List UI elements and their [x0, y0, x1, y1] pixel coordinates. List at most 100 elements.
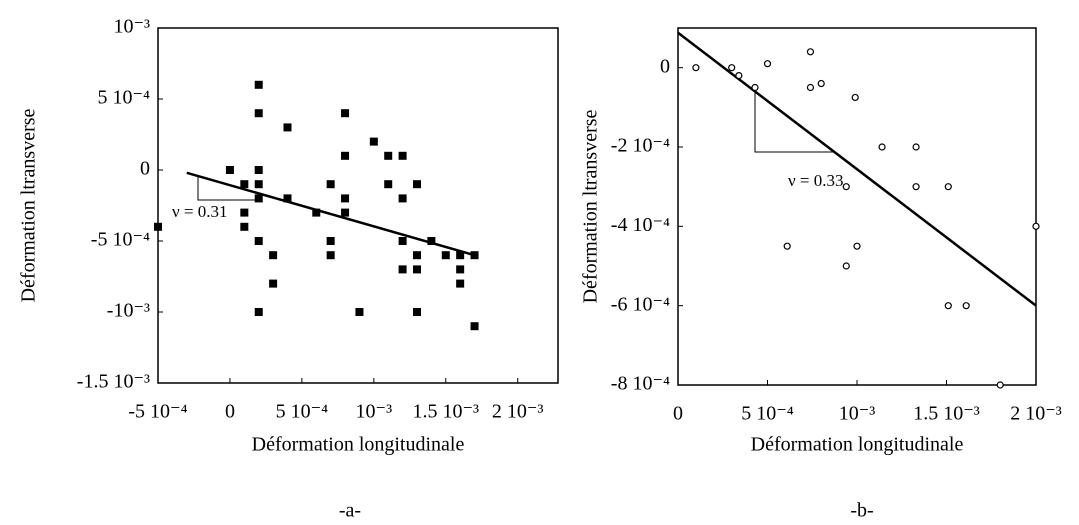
point: [912, 183, 920, 191]
point: [341, 194, 350, 203]
point: [728, 64, 736, 72]
point: [269, 279, 278, 288]
point: [944, 302, 952, 310]
annotation: ν = 0.31: [172, 202, 228, 221]
point: [842, 262, 850, 270]
point: [254, 109, 263, 118]
point: [878, 143, 886, 151]
point: [326, 251, 335, 260]
x-tick-label: -5 10⁻⁴: [128, 401, 187, 423]
x-tick-label: 2 10⁻³: [492, 401, 544, 423]
point: [225, 166, 234, 174]
x-tick-label: 5 10⁻⁴: [276, 401, 329, 423]
point: [254, 180, 263, 189]
point: [470, 251, 479, 260]
point: [341, 151, 350, 160]
y-tick-label: -5 10⁻⁴: [91, 229, 150, 251]
slope-triangle: [197, 175, 262, 201]
point: [783, 242, 791, 250]
point: [269, 251, 278, 260]
point: [240, 180, 249, 189]
point: [254, 308, 263, 316]
y-tick-label: -2 10⁻⁴: [611, 135, 670, 157]
point: [412, 265, 421, 274]
point: [456, 279, 465, 288]
point: [441, 251, 450, 260]
point: [853, 242, 861, 250]
y-tick-label: 0: [140, 158, 150, 180]
caption: -b-: [850, 500, 873, 522]
plot-frame: [677, 27, 1037, 386]
point: [412, 251, 421, 260]
y-tick-label: -1.5 10⁻³: [77, 371, 150, 393]
y-tick-label: 0: [660, 55, 670, 77]
x-tick-label: 10⁻³: [839, 403, 876, 425]
point: [283, 123, 292, 132]
point: [763, 60, 772, 68]
point: [806, 83, 815, 92]
point: [806, 48, 815, 56]
y-tick-label: -8 10⁻⁴: [611, 373, 670, 395]
point: [751, 83, 759, 92]
point: [283, 194, 292, 203]
x-tick-label: 0: [225, 401, 235, 423]
point: [1032, 222, 1040, 230]
slope-triangle: [754, 88, 835, 153]
caption: -a-: [339, 500, 361, 522]
point: [456, 265, 465, 274]
point: [912, 143, 920, 151]
fit-line: [677, 31, 1037, 307]
point: [692, 64, 700, 72]
point: [254, 237, 263, 245]
x-tick-label: 10⁻³: [356, 401, 393, 423]
point: [240, 208, 249, 217]
point: [735, 71, 743, 80]
y-tick-label: 10⁻³: [113, 16, 150, 38]
point: [398, 151, 407, 160]
y-tick-label: -6 10⁻⁴: [611, 293, 670, 315]
point: [254, 194, 263, 203]
point: [254, 80, 263, 89]
y-tick-label: 5 10⁻⁴: [97, 87, 150, 109]
x-tick-label: 1.5 10⁻³: [913, 403, 980, 425]
point: [254, 166, 263, 174]
point: [398, 237, 407, 245]
y-tick-label: -4 10⁻⁴: [611, 214, 670, 236]
point: [412, 180, 421, 189]
point: [341, 208, 350, 217]
point: [369, 137, 378, 146]
point: [470, 322, 479, 331]
point: [355, 308, 364, 316]
point: [384, 151, 393, 160]
annotation: ν = 0.33: [788, 171, 844, 190]
point: [341, 109, 350, 118]
x-tick-label: 1.5 10⁻³: [412, 401, 479, 423]
point: [412, 308, 421, 316]
plot-frame: [157, 27, 559, 384]
point: [851, 93, 859, 102]
point: [996, 381, 1004, 389]
point: [312, 208, 321, 217]
y-axis-label: Déformation ltransverse: [580, 109, 602, 303]
point: [154, 222, 162, 231]
point: [240, 222, 249, 231]
x-tick-label: 5 10⁻⁴: [741, 403, 794, 425]
x-axis-label: Déformation longitudinale: [252, 434, 465, 456]
y-tick-label: -10⁻³: [107, 300, 150, 322]
x-tick-label: 2 10⁻³: [1010, 403, 1062, 425]
point: [384, 180, 393, 189]
point: [326, 237, 335, 245]
point: [427, 237, 436, 245]
fit-line: [186, 171, 475, 257]
point: [944, 183, 952, 191]
point: [398, 194, 407, 203]
point: [842, 183, 850, 191]
point: [326, 180, 335, 189]
x-tick-label: 0: [673, 403, 683, 425]
y-axis-label: Déformation ltransverse: [18, 108, 40, 302]
point: [962, 302, 970, 310]
point: [398, 265, 407, 274]
point: [456, 251, 465, 260]
point: [817, 79, 825, 88]
